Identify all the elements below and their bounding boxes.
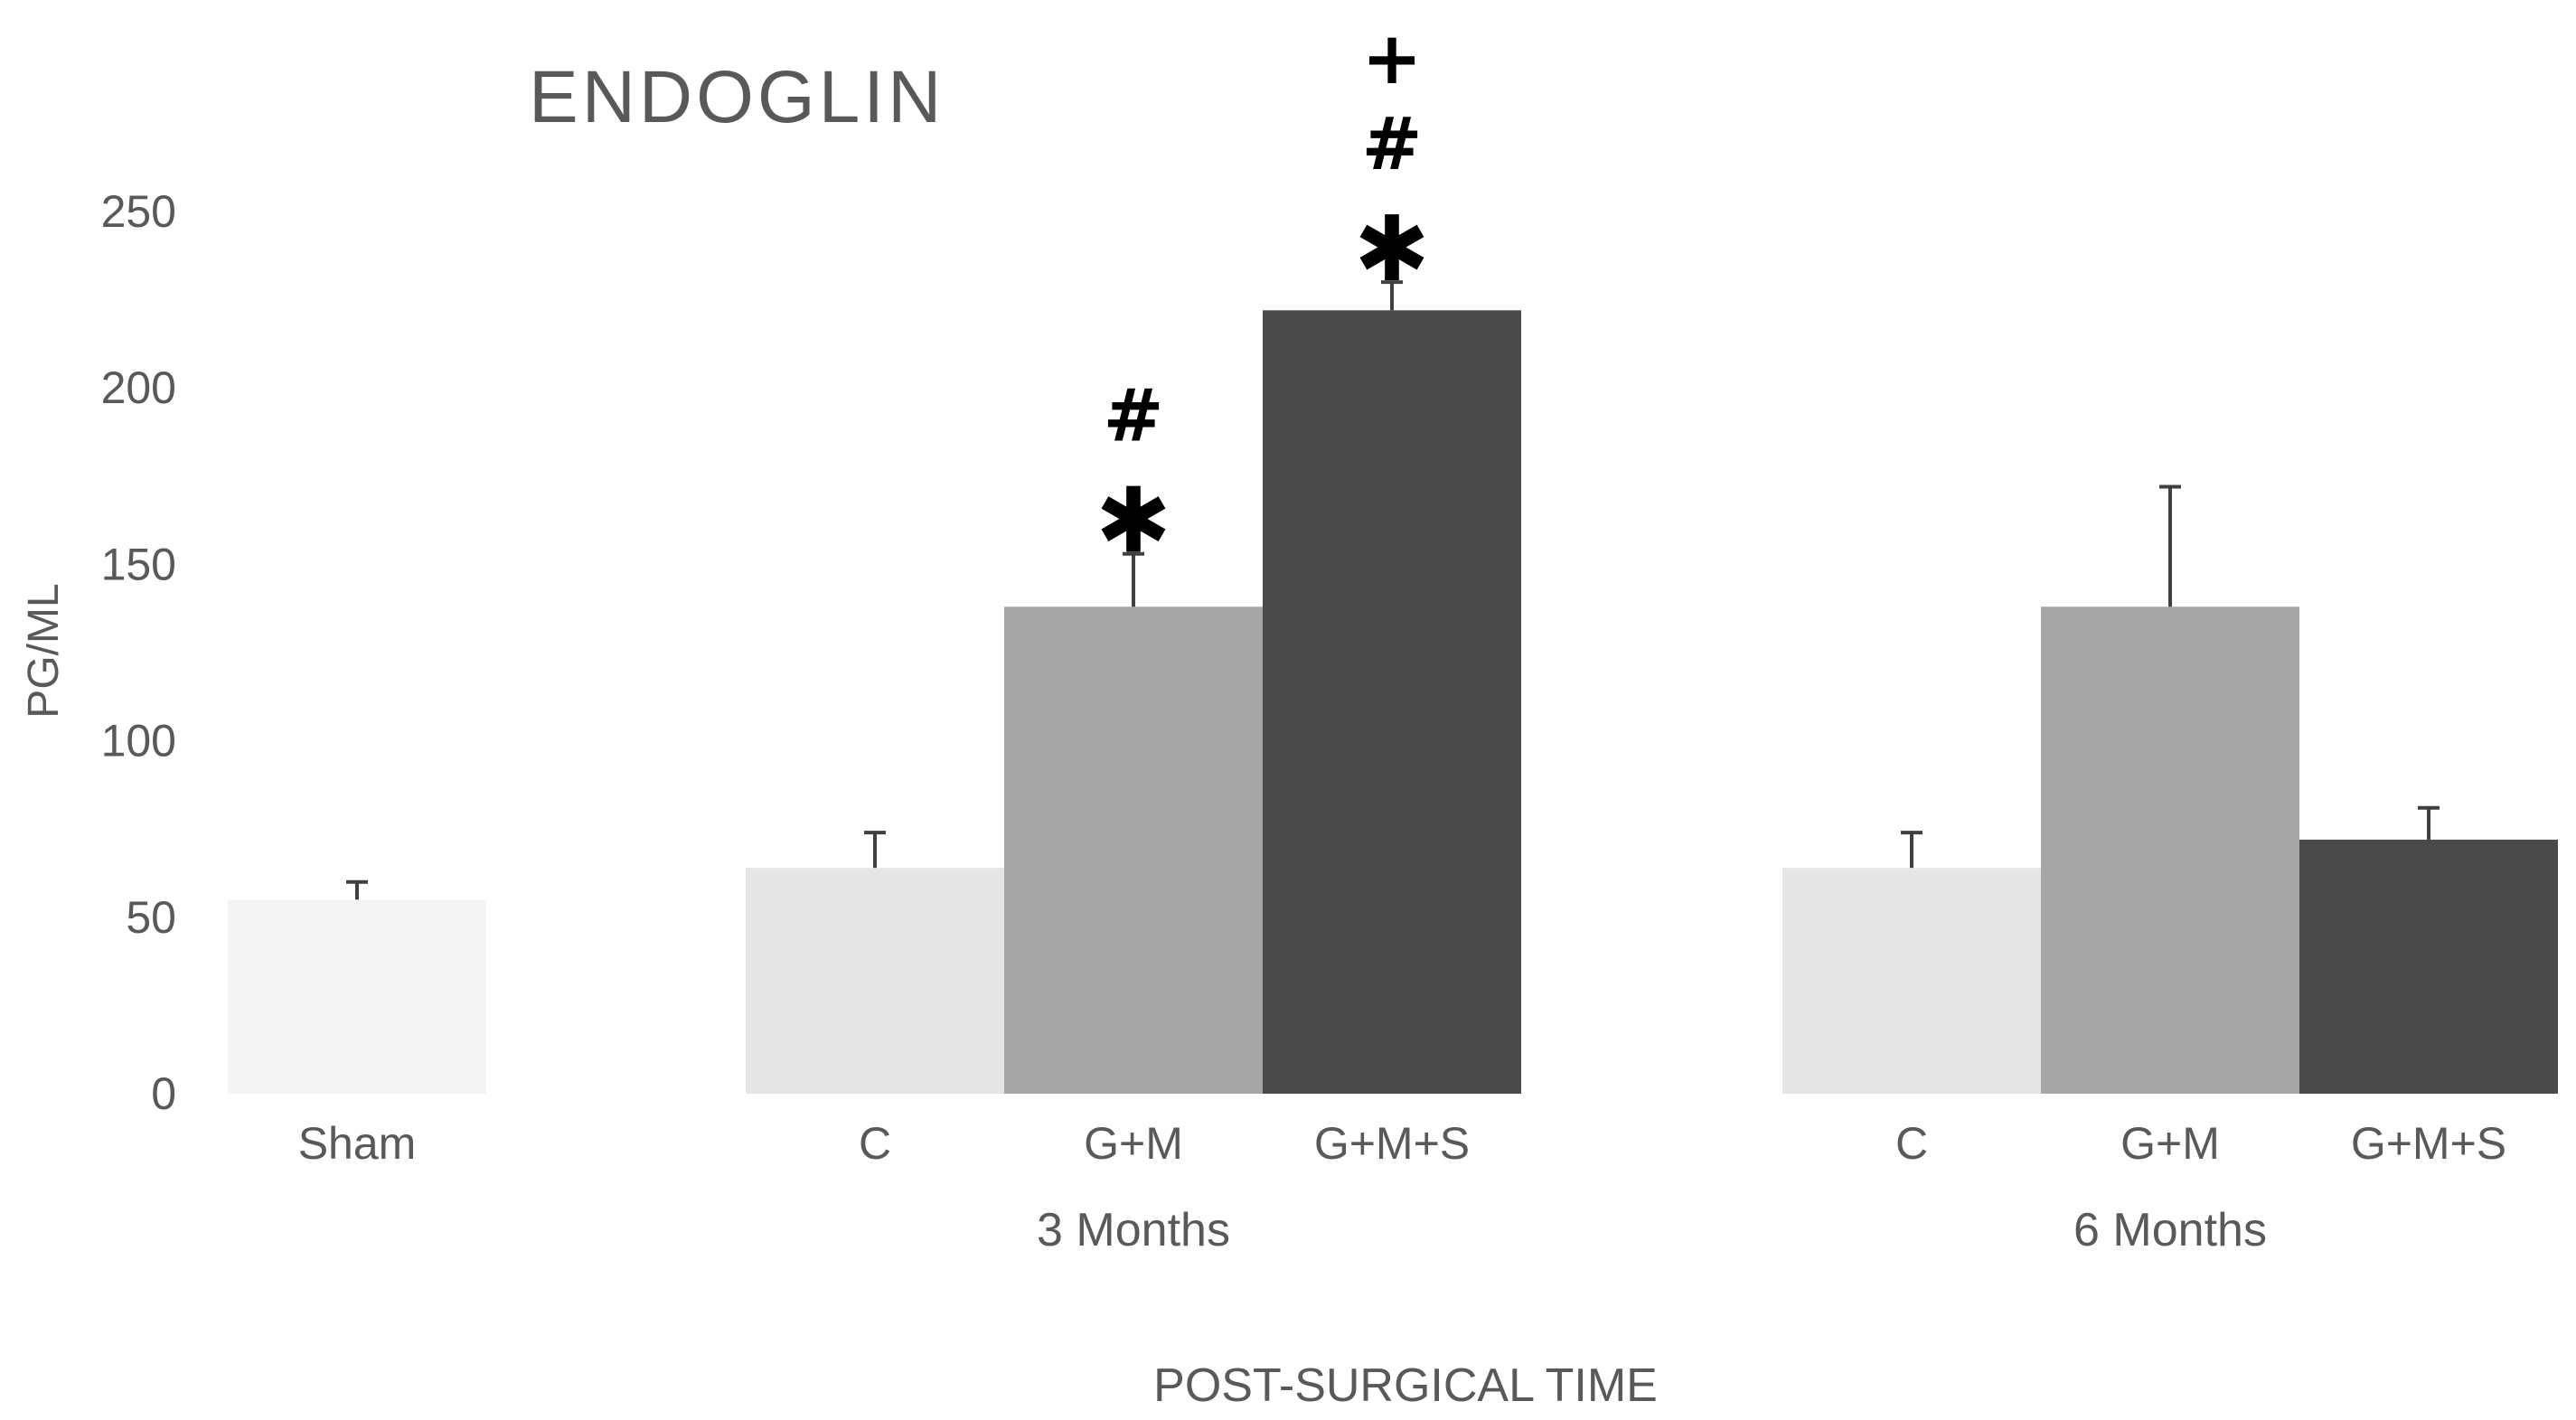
y-tick-label: 100 xyxy=(101,716,176,766)
bar-6-months-gplusmpluss xyxy=(2299,839,2558,1094)
x-tick-label: G+M+S xyxy=(1314,1118,1470,1169)
y-tick-label: 200 xyxy=(101,362,176,413)
group-label: 6 Months xyxy=(2073,1204,2267,1256)
significance-mark: ✱ xyxy=(1354,196,1430,302)
error-bar xyxy=(2159,484,2181,607)
bars: ✱#✱#+ xyxy=(228,16,2558,1094)
y-tick-label: 50 xyxy=(126,892,176,943)
bar-3-months-gplusmpluss xyxy=(1263,310,1521,1094)
group-label: 3 Months xyxy=(1037,1204,1230,1256)
bar-3-months-c xyxy=(746,868,1004,1094)
y-tick-label: 250 xyxy=(101,186,176,237)
error-bar xyxy=(346,879,368,900)
chart-title: ENDOGLIN xyxy=(529,56,945,138)
bar-sham xyxy=(228,899,486,1094)
x-tick-label: C xyxy=(859,1118,891,1169)
x-axis-title: POST-SURGICAL TIME xyxy=(1153,1359,1658,1412)
significance-mark: # xyxy=(1103,374,1163,458)
error-bar xyxy=(1123,551,1144,607)
x-tick-label: G+M xyxy=(2120,1118,2220,1169)
error-bar xyxy=(2418,805,2440,840)
significance-mark: # xyxy=(1361,102,1422,186)
error-bar xyxy=(864,831,886,869)
error-bar xyxy=(1901,831,1923,869)
y-tick-label: 150 xyxy=(101,539,176,589)
x-axis-labels: Sham C G+M G+M+S 3 Months C G+M G+M+S 6 Months xyxy=(298,1118,2506,1256)
error-bar xyxy=(1381,280,1403,311)
y-axis-title: PG/ML xyxy=(20,583,68,718)
y-axis-ticks: 0 50 100 150 200 250 xyxy=(101,186,176,1119)
bar-6-months-c xyxy=(1782,868,2041,1094)
x-tick-label: G+M xyxy=(1084,1118,1183,1169)
x-tick-label: G+M+S xyxy=(2351,1118,2506,1169)
x-tick-label: Sham xyxy=(298,1118,417,1169)
x-tick-label: C xyxy=(1895,1118,1928,1169)
significance-mark: + xyxy=(1361,16,1422,100)
bar-6-months-gplusm xyxy=(2041,607,2299,1094)
significance-mark: ✱ xyxy=(1095,468,1171,574)
bar-3-months-gplusm xyxy=(1004,607,1263,1094)
y-tick-label: 0 xyxy=(151,1068,176,1119)
